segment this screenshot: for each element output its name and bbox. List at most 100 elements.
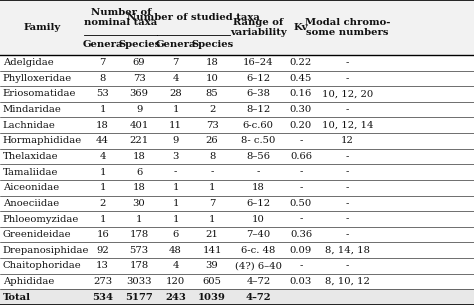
Bar bbox=[0, 289, 474, 305]
Text: 3033: 3033 bbox=[127, 277, 152, 286]
Text: 10, 12, 14: 10, 12, 14 bbox=[322, 121, 373, 130]
Text: 16: 16 bbox=[96, 230, 109, 239]
Text: -: - bbox=[299, 214, 303, 224]
Text: -: - bbox=[346, 152, 349, 161]
Text: Mindaridae: Mindaridae bbox=[3, 105, 62, 114]
Text: Lachnidae: Lachnidae bbox=[3, 121, 56, 130]
Text: 4: 4 bbox=[173, 261, 179, 271]
Text: 8- c.50: 8- c.50 bbox=[241, 136, 275, 145]
Text: 39: 39 bbox=[206, 261, 219, 271]
Text: 69: 69 bbox=[133, 58, 146, 67]
Text: (4?) 6–40: (4?) 6–40 bbox=[235, 261, 282, 271]
Text: -: - bbox=[299, 183, 303, 192]
Text: 178: 178 bbox=[129, 261, 149, 271]
Text: 26: 26 bbox=[206, 136, 219, 145]
Text: 0.50: 0.50 bbox=[290, 199, 312, 208]
Text: 85: 85 bbox=[206, 89, 219, 99]
Text: 92: 92 bbox=[96, 246, 109, 255]
Text: 13: 13 bbox=[96, 261, 109, 271]
Text: 0.16: 0.16 bbox=[290, 89, 312, 99]
Text: 1: 1 bbox=[173, 183, 179, 192]
Text: Chaitophoridae: Chaitophoridae bbox=[3, 261, 82, 271]
Text: 16–24: 16–24 bbox=[243, 58, 273, 67]
Text: Total: Total bbox=[3, 293, 31, 302]
Text: 12: 12 bbox=[341, 136, 354, 145]
Text: 6–38: 6–38 bbox=[246, 89, 270, 99]
Text: 0.20: 0.20 bbox=[290, 121, 312, 130]
Text: Modal chromo-
some numbers: Modal chromo- some numbers bbox=[305, 18, 390, 37]
Text: 7–40: 7–40 bbox=[246, 230, 271, 239]
Text: -: - bbox=[299, 136, 303, 145]
Text: 18: 18 bbox=[133, 183, 146, 192]
Text: 120: 120 bbox=[166, 277, 185, 286]
Text: 6-c.60: 6-c.60 bbox=[243, 121, 274, 130]
Text: 5177: 5177 bbox=[125, 293, 153, 302]
Text: 8: 8 bbox=[209, 152, 215, 161]
Text: 9: 9 bbox=[173, 136, 179, 145]
Text: 1: 1 bbox=[100, 183, 106, 192]
Text: 0.22: 0.22 bbox=[290, 58, 312, 67]
Text: Drepanosiphidae: Drepanosiphidae bbox=[3, 246, 89, 255]
Text: -: - bbox=[346, 58, 349, 67]
Text: 6–12: 6–12 bbox=[246, 199, 270, 208]
Text: Aiceonidae: Aiceonidae bbox=[3, 183, 59, 192]
Text: 8–12: 8–12 bbox=[246, 105, 271, 114]
Text: Eriosomatidae: Eriosomatidae bbox=[3, 89, 76, 99]
Text: -: - bbox=[346, 214, 349, 224]
Text: 243: 243 bbox=[165, 293, 186, 302]
Text: 8: 8 bbox=[100, 74, 106, 83]
Text: 4: 4 bbox=[100, 152, 106, 161]
Text: 0.30: 0.30 bbox=[290, 105, 312, 114]
Text: 0.66: 0.66 bbox=[290, 152, 312, 161]
Text: 8, 14, 18: 8, 14, 18 bbox=[325, 246, 370, 255]
Text: 6-c. 48: 6-c. 48 bbox=[241, 246, 275, 255]
Text: 3: 3 bbox=[173, 152, 179, 161]
Text: 0.36: 0.36 bbox=[290, 230, 312, 239]
Text: 1: 1 bbox=[173, 105, 179, 114]
Text: Anoeciidae: Anoeciidae bbox=[3, 199, 59, 208]
Text: 273: 273 bbox=[93, 277, 112, 286]
Text: Family: Family bbox=[24, 23, 61, 32]
Text: 1: 1 bbox=[136, 214, 142, 224]
Text: 221: 221 bbox=[129, 136, 149, 145]
Text: 7: 7 bbox=[173, 58, 179, 67]
Text: 9: 9 bbox=[136, 105, 142, 114]
Text: Species: Species bbox=[191, 41, 233, 49]
Text: 2: 2 bbox=[100, 199, 106, 208]
Text: 53: 53 bbox=[96, 89, 109, 99]
Text: 2: 2 bbox=[209, 105, 215, 114]
Text: Aphididae: Aphididae bbox=[3, 277, 54, 286]
Text: 573: 573 bbox=[129, 246, 149, 255]
Text: Species: Species bbox=[118, 41, 160, 49]
Text: 18: 18 bbox=[206, 58, 219, 67]
Text: Number of
nominal taxa: Number of nominal taxa bbox=[84, 8, 157, 27]
Text: Range of
variability: Range of variability bbox=[230, 18, 287, 37]
Text: Phylloxeridae: Phylloxeridae bbox=[3, 74, 72, 83]
Text: 1: 1 bbox=[173, 214, 179, 224]
Text: 141: 141 bbox=[202, 246, 222, 255]
Text: -: - bbox=[299, 168, 303, 177]
Text: Adelgidae: Adelgidae bbox=[3, 58, 54, 67]
Text: 1: 1 bbox=[100, 105, 106, 114]
Text: 30: 30 bbox=[133, 199, 146, 208]
Text: -: - bbox=[210, 168, 214, 177]
Text: 4–72: 4–72 bbox=[246, 277, 271, 286]
Text: 369: 369 bbox=[129, 89, 149, 99]
Text: Tamaliidae: Tamaliidae bbox=[3, 168, 58, 177]
Text: 1: 1 bbox=[209, 214, 215, 224]
Text: 4–72: 4–72 bbox=[246, 293, 271, 302]
Text: 1039: 1039 bbox=[198, 293, 226, 302]
Text: -: - bbox=[346, 74, 349, 83]
Text: Phloeomyzidae: Phloeomyzidae bbox=[3, 214, 79, 224]
Text: 534: 534 bbox=[92, 293, 113, 302]
Text: Genera: Genera bbox=[82, 41, 123, 49]
Text: -: - bbox=[256, 168, 260, 177]
Text: Thelaxidae: Thelaxidae bbox=[3, 152, 58, 161]
Text: 10: 10 bbox=[206, 74, 219, 83]
Text: 18: 18 bbox=[96, 121, 109, 130]
Text: -: - bbox=[346, 261, 349, 271]
Text: 0.09: 0.09 bbox=[290, 246, 312, 255]
Text: Kv: Kv bbox=[294, 23, 308, 32]
Text: -: - bbox=[346, 105, 349, 114]
Text: -: - bbox=[346, 183, 349, 192]
